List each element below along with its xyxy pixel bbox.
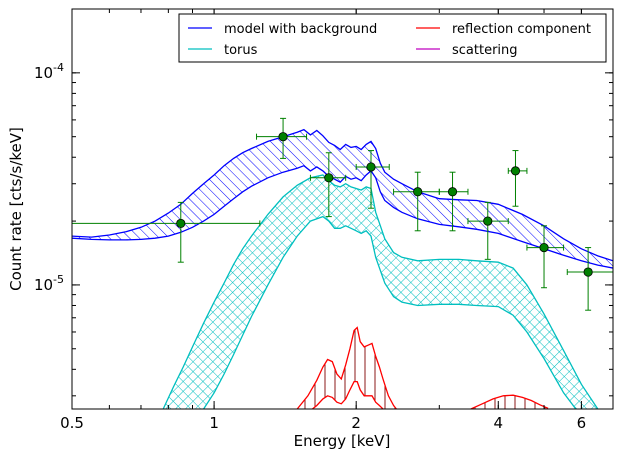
model-with-background-band-0: [72, 129, 613, 269]
data-point-6: [467, 201, 509, 260]
data-marker: [324, 173, 334, 183]
reflection-component-upper-line-2: [296, 326, 398, 409]
reflection-component-lower-line-3: [471, 412, 548, 417]
data-point-7: [507, 150, 528, 207]
data-marker: [278, 132, 288, 142]
y-axis-title: Count rate [cts/s/keV]: [7, 127, 25, 291]
torus-band-1: [163, 175, 598, 409]
data-marker: [176, 218, 186, 229]
data-marker: [483, 216, 493, 226]
data-point-8: [526, 225, 565, 289]
legend-label-scattering: scattering: [452, 43, 518, 58]
x-tick-label-2: 2: [351, 414, 361, 432]
data-marker: [366, 162, 376, 172]
x-tick-label-1: 1: [209, 414, 219, 432]
reflection-component-lower-line-2: [311, 380, 384, 409]
y-tick-label-0: 10-4: [34, 61, 64, 82]
data-marker: [447, 187, 458, 197]
data-marker: [539, 242, 549, 253]
legend-label-reflection: reflection component: [452, 22, 591, 37]
x-tick-label-4: 6: [577, 414, 587, 432]
data-marker: [413, 187, 423, 197]
y-tick-labels: 10-4 10-5: [34, 61, 64, 294]
x-tick-label-3: 4: [494, 414, 504, 432]
y-tick-label-1: 10-5: [34, 273, 64, 294]
x-axis-title: Energy [keV]: [294, 432, 391, 450]
data-point-3: [355, 150, 390, 209]
torus-upper-line-1: [162, 174, 599, 409]
model-with-background-lower-line-0: [72, 164, 613, 269]
model-with-background-upper-line-0: [72, 128, 613, 262]
data-point-2: [309, 152, 347, 218]
plot-frame: [71, 8, 614, 410]
x-tick-labels: 0.5 1 2 4 6: [60, 414, 586, 432]
legend-label-torus: torus: [224, 43, 258, 58]
data-point-9: [566, 247, 613, 311]
data-point-5: [438, 171, 469, 232]
data-marker: [583, 267, 593, 277]
data-points-layer: [72, 117, 613, 311]
data-point-4: [393, 171, 440, 232]
x-tick-label-0: 0.5: [60, 414, 84, 432]
data-marker: [510, 166, 521, 176]
reflection-component-band-2: [297, 327, 397, 409]
legend: model with background reflection compone…: [178, 13, 607, 63]
series-layer: [72, 128, 613, 417]
legend-label-model: model with background: [224, 22, 377, 37]
torus-lower-line-1: [202, 215, 577, 409]
legend-box: [178, 13, 607, 63]
reflection-component-band-3: [470, 395, 549, 409]
reflection-component-upper-line-3: [470, 394, 549, 409]
data-point-1: [256, 117, 308, 159]
data-point-0: [72, 201, 261, 263]
